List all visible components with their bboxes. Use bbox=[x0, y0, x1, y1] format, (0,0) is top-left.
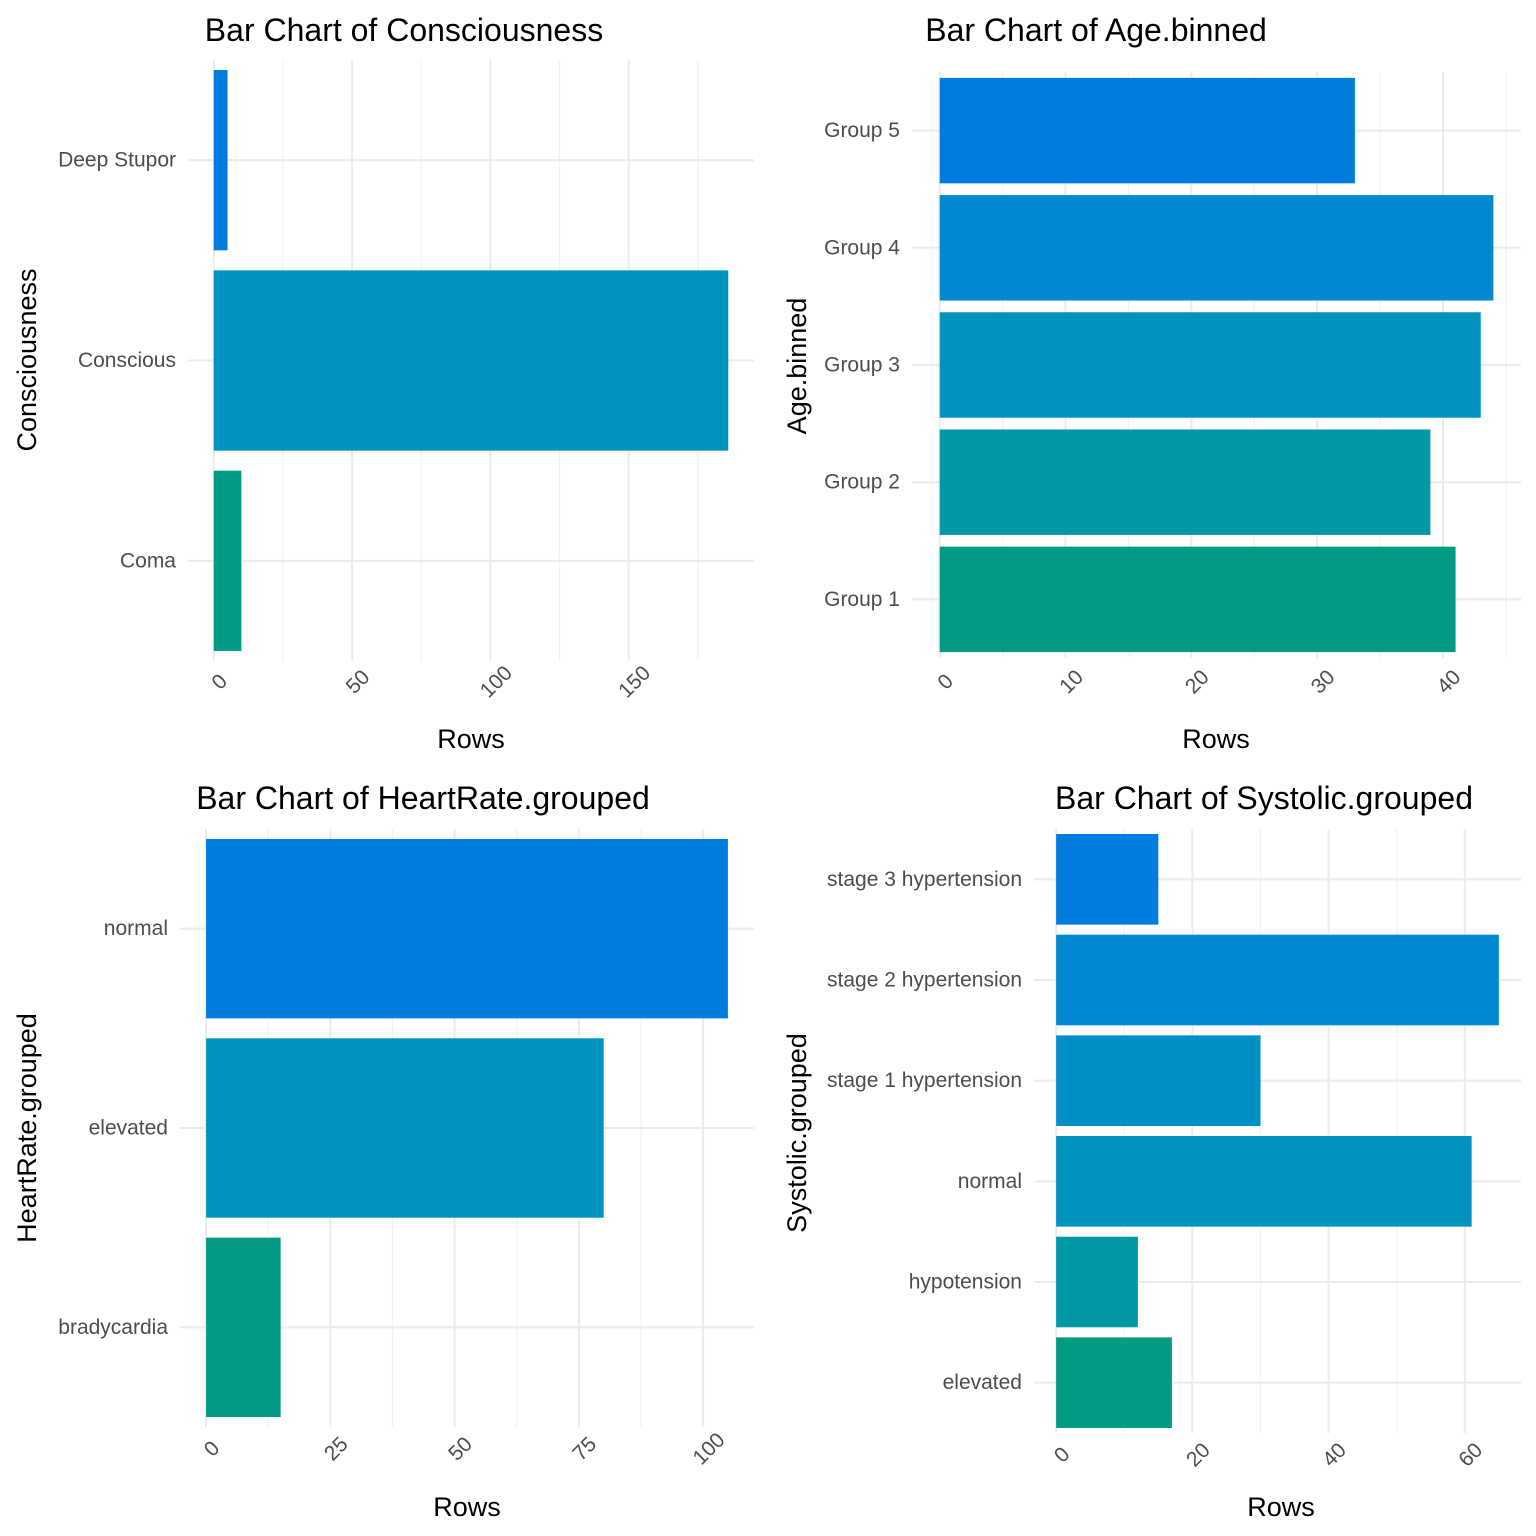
y-tick-label: Group 3 bbox=[824, 354, 900, 377]
bar-bradycardia bbox=[206, 1237, 281, 1418]
x-tick-label: 40 bbox=[1433, 666, 1466, 699]
bar-deep-stupor bbox=[213, 70, 228, 251]
chart-title: Bar Chart of Consciousness bbox=[205, 12, 603, 48]
bar-elevated bbox=[206, 1038, 604, 1218]
y-tick-label: bradycardia bbox=[58, 1316, 168, 1339]
y-tick-label: stage 3 hypertension bbox=[827, 868, 1022, 891]
bar-stage-2-hypertension bbox=[1056, 934, 1499, 1026]
bar-coma bbox=[213, 470, 242, 651]
chart-title: Bar Chart of Age.binned bbox=[925, 12, 1267, 48]
y-tick-label: elevated bbox=[89, 1117, 168, 1140]
y-tick-label: Group 1 bbox=[824, 588, 900, 611]
x-axis-title: Rows bbox=[437, 724, 505, 754]
bar-hypotension bbox=[1056, 1236, 1138, 1328]
y-tick-label: normal bbox=[104, 917, 168, 940]
chart-title: Bar Chart of Systolic.grouped bbox=[1055, 780, 1473, 816]
y-tick-label: Conscious bbox=[78, 349, 176, 372]
x-tick-label: 40 bbox=[1318, 1439, 1351, 1472]
y-tick-label: hypotension bbox=[909, 1271, 1022, 1294]
x-axis-title: Rows bbox=[1182, 724, 1250, 754]
y-tick-label: Coma bbox=[120, 549, 176, 572]
x-tick-label: 0 bbox=[933, 670, 958, 695]
x-tick-label: 150 bbox=[614, 661, 655, 702]
x-tick-label: 60 bbox=[1454, 1439, 1487, 1472]
bar-group-4 bbox=[939, 195, 1494, 301]
y-tick-label: stage 2 hypertension bbox=[827, 969, 1022, 992]
x-tick-label: 25 bbox=[320, 1433, 353, 1466]
bar-conscious bbox=[213, 270, 729, 451]
bar-normal bbox=[206, 838, 728, 1019]
chart-panel-3: bradycardia elevated normal 0 25 50 75 100 Bar C… bbox=[12, 780, 754, 1522]
y-axis-title: HeartRate.grouped bbox=[12, 1013, 42, 1243]
chart-panel-4: elevated hypotension normal stage 1 hyperte… bbox=[782, 780, 1521, 1522]
y-tick-label: Group 4 bbox=[824, 236, 900, 259]
bar-group-3 bbox=[939, 312, 1481, 418]
y-axis-title: Consciousness bbox=[12, 268, 42, 451]
y-tick-label: stage 1 hypertension bbox=[827, 1069, 1022, 1092]
chart-panel-1: Coma Conscious Deep Stupor 0 50 100 150 Bar Cha… bbox=[12, 12, 754, 754]
y-tick-label: Deep Stupor bbox=[58, 149, 176, 172]
x-axis-title: Rows bbox=[1247, 1492, 1315, 1522]
x-tick-label: 20 bbox=[1181, 666, 1214, 699]
x-tick-label: 50 bbox=[342, 666, 375, 699]
bar-normal bbox=[1056, 1136, 1472, 1227]
chart-panel-2: Group 1 Group 2 Group 3 Group 4 Group 5 0 10 20… bbox=[782, 12, 1521, 754]
x-tick-label: 100 bbox=[689, 1428, 730, 1469]
bar-group-2 bbox=[939, 429, 1431, 535]
x-tick-label: 50 bbox=[444, 1433, 477, 1466]
x-tick-label: 0 bbox=[207, 670, 232, 695]
y-tick-label: Group 5 bbox=[824, 119, 900, 142]
x-tick-label: 20 bbox=[1182, 1439, 1215, 1472]
y-tick-label: elevated bbox=[943, 1371, 1022, 1394]
x-tick-label: 100 bbox=[476, 661, 517, 702]
x-axis-title: Rows bbox=[433, 1492, 501, 1522]
bar-stage-3-hypertension bbox=[1056, 834, 1159, 925]
x-tick-label: 0 bbox=[1050, 1443, 1075, 1468]
x-tick-label: 75 bbox=[568, 1433, 601, 1466]
bar-elevated bbox=[1056, 1337, 1172, 1428]
y-axis-title: Age.binned bbox=[782, 298, 812, 435]
x-tick-label: 30 bbox=[1307, 666, 1340, 699]
y-tick-label: Group 2 bbox=[824, 471, 900, 494]
y-axis-title: Systolic.grouped bbox=[782, 1033, 812, 1233]
bar-stage-1-hypertension bbox=[1056, 1035, 1261, 1126]
chart-title: Bar Chart of HeartRate.grouped bbox=[196, 780, 650, 816]
bar-group-1 bbox=[939, 546, 1456, 653]
x-tick-label: 0 bbox=[200, 1437, 225, 1462]
x-tick-label: 10 bbox=[1055, 666, 1088, 699]
y-tick-label: normal bbox=[958, 1170, 1022, 1193]
bar-group-5 bbox=[939, 77, 1355, 184]
